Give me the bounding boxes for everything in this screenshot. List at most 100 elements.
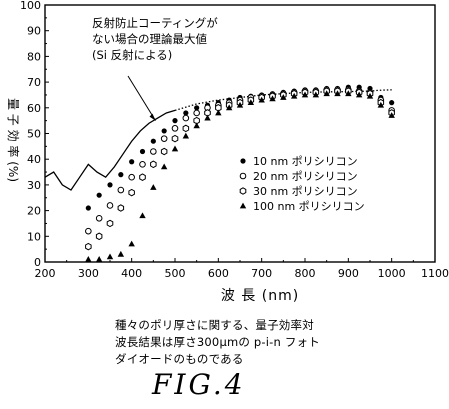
data-point-series-4 — [280, 94, 287, 100]
data-point-series-4 — [182, 132, 190, 139]
data-point-series-2 — [171, 125, 179, 132]
theoretical-curve-group — [44, 89, 392, 191]
x-axis-label: 波 長 (nm) — [221, 288, 299, 304]
y-tick-label: 40 — [27, 153, 41, 166]
x-tick-label: 800 — [295, 267, 316, 280]
data-point-series-3 — [95, 232, 103, 241]
data-point-series-1 — [85, 205, 91, 211]
data-point-series-1 — [96, 192, 102, 198]
data-point-series-1 — [194, 105, 200, 111]
data-point-series-3 — [171, 134, 179, 143]
data-point-series-1 — [107, 182, 113, 188]
data-point-series-3 — [117, 204, 125, 212]
x-tick-label: 700 — [251, 267, 272, 280]
data-point-series-4 — [366, 92, 374, 99]
data-point-series-2 — [150, 148, 157, 155]
data-point-series-4 — [269, 95, 276, 102]
data-point-series-2 — [85, 227, 92, 235]
quantum-efficiency-chart: 200 300 400 500 600 700 800 900 1000 1100 0 10 20 30 4… — [6, 0, 449, 304]
data-point-series-4 — [312, 91, 320, 98]
data-point-series-4 — [139, 212, 146, 219]
data-point-series-4 — [95, 256, 103, 262]
data-point-series-1 — [161, 128, 167, 134]
data-point-series-4 — [128, 240, 135, 247]
data-point-series-4 — [258, 96, 265, 103]
data-point-series-2 — [128, 173, 135, 181]
data-point-series-2 — [139, 161, 146, 168]
y-tick-label: 100 — [20, 0, 41, 12]
data-point-series-3 — [160, 147, 168, 156]
data-point-series-3 — [150, 160, 157, 169]
legend-label-2: 20 nm ポリシリコン — [253, 170, 358, 183]
x-tick-label: 400 — [121, 267, 142, 280]
legend-label-1: 10 nm ポリシリコン — [253, 155, 358, 168]
y-tick-label: 70 — [27, 76, 41, 89]
data-point-series-1 — [389, 100, 395, 106]
legend-label-4: 100 nm ポリシリコン — [253, 200, 365, 213]
data-point-series-4 — [345, 90, 352, 97]
data-point-series-1 — [139, 148, 146, 155]
y-tick-label: 30 — [27, 179, 41, 192]
legend-marker-1 — [240, 158, 246, 164]
data-point-series-1 — [129, 159, 135, 165]
data-points-group — [85, 84, 395, 262]
data-point-series-4 — [301, 91, 309, 98]
x-tick-label: 900 — [338, 267, 359, 280]
legend-marker-3 — [239, 187, 247, 195]
data-point-series-3 — [182, 124, 190, 133]
data-point-series-4 — [236, 101, 244, 108]
annotation-arrowhead — [149, 113, 156, 121]
data-point-series-4 — [355, 91, 363, 98]
data-point-series-2 — [160, 135, 168, 142]
x-tick-label: 1000 — [378, 267, 406, 280]
figure-caption: 種々のポリ厚さに関する、量子効率対 波長結果は厚さ300μmの p-i-n フォ… — [115, 317, 435, 368]
x-tick-label: 300 — [78, 267, 99, 280]
caption-line-2: 波長結果は厚さ300μmの p-i-n フォト — [115, 335, 320, 349]
data-point-series-4 — [323, 90, 330, 97]
data-point-series-1 — [183, 110, 189, 116]
theoretical-curve-solid — [44, 109, 176, 191]
data-point-series-4 — [160, 163, 168, 170]
data-point-series-4 — [377, 101, 385, 108]
data-point-series-2 — [117, 186, 125, 194]
annotation-arrow — [127, 75, 156, 121]
annotation-line-1: 反射防止コーティングが — [92, 16, 218, 30]
data-point-series-1 — [150, 138, 156, 144]
y-tick-label: 50 — [27, 128, 41, 141]
legend-label-3: 30 nm ポリシリコン — [253, 185, 358, 198]
y-tick-label: 90 — [27, 25, 41, 38]
data-point-series-3 — [139, 173, 146, 181]
data-point-series-3 — [128, 188, 135, 197]
data-point-series-4 — [193, 122, 200, 129]
figure-label: FIG.4 — [152, 368, 246, 401]
data-point-series-4 — [106, 253, 114, 260]
caption-line-3: ダイオードのものである — [115, 352, 244, 366]
data-point-series-2 — [106, 202, 114, 209]
y-tick-label: 60 — [27, 102, 41, 115]
data-point-series-4 — [85, 256, 92, 262]
data-point-series-4 — [171, 145, 179, 152]
data-point-series-3 — [106, 219, 114, 228]
data-point-series-3 — [85, 242, 92, 251]
x-tick-label: 1100 — [421, 267, 449, 280]
legend-marker-4 — [239, 202, 247, 209]
data-point-series-4 — [334, 90, 341, 97]
data-point-series-4 — [225, 104, 233, 111]
annotation-line-2: ない場合の理論最大値 — [92, 32, 207, 46]
chart-ticks: 200 300 400 500 600 700 800 900 1000 1100 0 10 20 30 4… — [20, 0, 449, 280]
y-tick-label: 80 — [27, 50, 41, 63]
data-point-series-4 — [388, 112, 395, 118]
data-point-series-2 — [182, 114, 190, 122]
data-point-series-4 — [150, 184, 157, 190]
data-point-series-1 — [172, 118, 178, 124]
legend: 10 nm ポリシリコン 20 nm ポリシリコン 30 nm ポリシリコン 100 … — [239, 155, 365, 213]
y-tick-label: 0 — [34, 256, 41, 269]
y-tick-label: 20 — [27, 205, 41, 218]
x-tick-label: 200 — [35, 267, 56, 280]
data-point-series-4 — [215, 109, 222, 116]
data-point-series-4 — [247, 99, 255, 106]
y-tick-label: 10 — [27, 230, 41, 243]
legend-marker-2 — [239, 172, 247, 180]
data-point-series-4 — [290, 92, 298, 99]
